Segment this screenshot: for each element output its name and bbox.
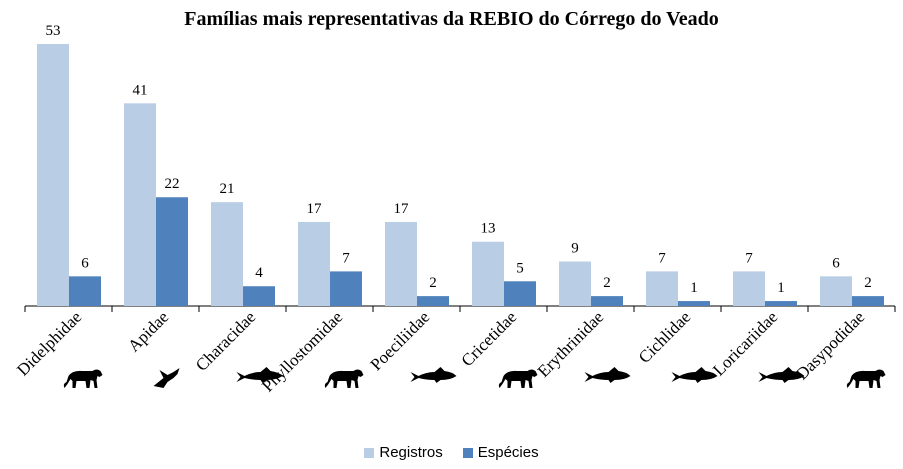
bar-espécies-didelphidae (69, 276, 101, 306)
bar-chart: 536Didelphidae4122Apidae214Characidae177… (13, 23, 896, 396)
data-label: 53 (46, 23, 61, 39)
x-tick-label: Loricariidae (709, 307, 781, 379)
legend-label-especies: Espécies (477, 444, 539, 461)
bar-registros-loricariidae (733, 271, 765, 306)
mammal-icon (63, 369, 103, 388)
bar-registros-phyllostomidae (298, 221, 330, 306)
data-label: 7 (658, 250, 666, 266)
legend-item-registros: Registros (364, 444, 443, 461)
data-label: 17 (307, 201, 323, 217)
data-label: 4 (255, 265, 263, 281)
data-label: 21 (220, 181, 235, 197)
bar-registros-characidae (211, 202, 243, 306)
fish-icon (236, 367, 283, 383)
data-label: 2 (429, 275, 437, 291)
data-label: 9 (571, 241, 579, 257)
fish-icon (671, 367, 718, 383)
fish-icon (584, 367, 631, 383)
data-label: 17 (394, 201, 410, 217)
bar-registros-cricetidae (472, 241, 504, 306)
data-label: 6 (81, 255, 89, 271)
bar-espécies-characidae (243, 286, 275, 306)
bar-registros-erythrinidae (559, 261, 591, 306)
legend-swatch-especies (462, 447, 473, 458)
legend-item-especies: Espécies (462, 444, 539, 461)
data-label: 22 (165, 176, 180, 192)
data-label: 2 (864, 275, 872, 291)
data-label: 5 (516, 260, 524, 276)
data-label: 7 (342, 250, 350, 266)
bar-espécies-apidae (156, 197, 188, 306)
data-label: 13 (481, 221, 496, 237)
x-tick-label: Cricetidae (457, 307, 520, 370)
x-tick-label: Erythrinidae (534, 307, 608, 381)
legend-swatch-registros (364, 447, 375, 458)
bar-espécies-cichlidae (678, 301, 710, 306)
mammal-icon (846, 369, 886, 388)
x-tick-label: Apidae (124, 307, 172, 355)
mammal-icon (498, 369, 538, 388)
bar-espécies-phyllostomidae (330, 271, 362, 306)
fish-icon (758, 367, 805, 383)
data-label: 1 (777, 280, 785, 296)
fish-icon (410, 367, 457, 383)
mammal-icon (324, 369, 364, 388)
x-tick-label: Didelphidae (13, 307, 85, 379)
x-tick-label: Cichlidae (635, 307, 695, 367)
x-tick-label: Characidae (192, 307, 259, 374)
bar-espécies-erythrinidae (591, 296, 623, 306)
data-label: 41 (133, 82, 148, 98)
data-label: 2 (603, 275, 611, 291)
bar-espécies-dasypodidae (852, 296, 884, 306)
bar-registros-didelphidae (37, 44, 69, 306)
x-tick-label: Poeciliidae (366, 307, 433, 374)
bar-registros-cichlidae (646, 271, 678, 306)
bee-icon (153, 368, 180, 388)
x-tick-label: Phyllostomidae (258, 307, 346, 395)
bar-espécies-cricetidae (504, 281, 536, 306)
bar-registros-poeciliidae (385, 221, 417, 306)
data-label: 7 (745, 250, 753, 266)
data-label: 1 (690, 280, 698, 296)
bar-registros-apidae (124, 103, 156, 306)
data-label: 6 (832, 255, 840, 271)
legend: Registros Espécies (0, 444, 903, 461)
bar-espécies-loricariidae (765, 301, 797, 306)
legend-label-registros: Registros (379, 444, 443, 461)
bar-registros-dasypodidae (820, 276, 852, 306)
chart-title: Famílias mais representativas da REBIO d… (184, 8, 719, 30)
bar-espécies-poeciliidae (417, 296, 449, 306)
